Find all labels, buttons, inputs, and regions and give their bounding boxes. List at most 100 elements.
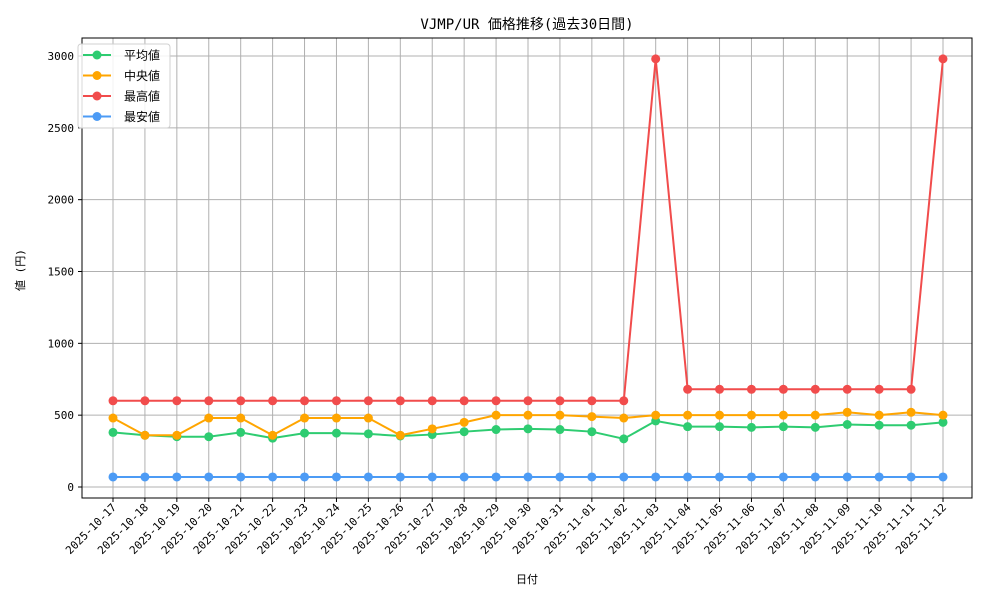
data-point xyxy=(172,430,182,440)
data-point xyxy=(363,472,373,482)
y-tick-label: 0 xyxy=(67,481,74,494)
y-tick-label: 3000 xyxy=(48,50,75,63)
data-point xyxy=(204,432,214,442)
data-point xyxy=(906,420,916,430)
data-point xyxy=(906,472,916,482)
data-point xyxy=(715,472,725,482)
data-point xyxy=(427,396,437,406)
data-point xyxy=(555,410,565,420)
data-point xyxy=(683,410,693,420)
data-point xyxy=(268,430,278,440)
legend-marker-icon xyxy=(92,71,102,80)
x-axis-label: 日付 xyxy=(516,573,538,586)
data-point xyxy=(651,54,661,64)
legend-label: 中央値 xyxy=(124,68,160,83)
data-point xyxy=(300,396,310,406)
data-point xyxy=(236,427,246,437)
data-point xyxy=(906,384,916,394)
data-point xyxy=(619,434,629,444)
data-point xyxy=(619,472,629,482)
y-tick-label: 500 xyxy=(54,409,74,422)
legend-item: 最安値 xyxy=(83,109,160,124)
series-1 xyxy=(108,407,948,440)
data-point xyxy=(715,410,725,420)
series-3 xyxy=(108,472,948,482)
data-point xyxy=(363,396,373,406)
data-point xyxy=(268,396,278,406)
data-point xyxy=(523,410,533,420)
data-point xyxy=(108,396,118,406)
data-point xyxy=(395,472,405,482)
data-point xyxy=(459,427,469,437)
data-point xyxy=(683,472,693,482)
y-tick-label: 1000 xyxy=(48,337,75,350)
data-point xyxy=(140,430,150,440)
data-point xyxy=(331,472,341,482)
legend-label: 最高値 xyxy=(124,89,160,104)
data-point xyxy=(938,54,948,64)
data-point xyxy=(268,472,278,482)
data-point xyxy=(683,384,693,394)
data-point xyxy=(778,422,788,432)
data-point xyxy=(204,472,214,482)
data-point xyxy=(842,420,852,430)
data-point xyxy=(683,422,693,432)
data-point xyxy=(651,410,661,420)
data-point xyxy=(491,425,501,435)
data-point xyxy=(204,396,214,406)
data-point xyxy=(906,407,916,417)
data-point xyxy=(842,384,852,394)
y-tick-label: 2500 xyxy=(48,122,75,135)
data-point xyxy=(108,413,118,423)
y-axis-ticks: 0 500 1000 1500 2000 2500 3000 xyxy=(48,50,82,494)
data-point xyxy=(810,384,820,394)
data-point xyxy=(555,472,565,482)
data-point xyxy=(746,384,756,394)
data-point xyxy=(331,428,341,438)
data-point xyxy=(395,396,405,406)
series-2 xyxy=(108,54,948,406)
data-point xyxy=(523,424,533,434)
data-point xyxy=(108,427,118,437)
legend-label: 平均値 xyxy=(124,48,160,63)
data-point xyxy=(523,472,533,482)
data-point xyxy=(427,472,437,482)
data-point xyxy=(427,424,437,434)
data-point xyxy=(746,472,756,482)
data-point xyxy=(874,472,884,482)
legend-item: 平均値 xyxy=(83,48,160,63)
data-point xyxy=(555,425,565,435)
data-point xyxy=(778,472,788,482)
data-point xyxy=(363,413,373,423)
data-point xyxy=(938,417,948,427)
data-point xyxy=(587,396,597,406)
data-point xyxy=(810,422,820,432)
data-point xyxy=(459,472,469,482)
data-point xyxy=(587,427,597,437)
data-point xyxy=(842,472,852,482)
data-point xyxy=(715,384,725,394)
data-point xyxy=(810,410,820,420)
data-point xyxy=(395,430,405,440)
data-point xyxy=(172,396,182,406)
data-point xyxy=(300,413,310,423)
data-point xyxy=(778,384,788,394)
data-point xyxy=(587,472,597,482)
data-point xyxy=(555,396,565,406)
legend-label: 最安値 xyxy=(124,109,160,124)
data-point xyxy=(874,410,884,420)
data-point xyxy=(459,396,469,406)
data-point xyxy=(938,410,948,420)
data-point xyxy=(651,472,661,482)
data-point xyxy=(778,410,788,420)
legend-item: 中央値 xyxy=(83,68,160,83)
data-point xyxy=(363,429,373,439)
y-tick-label: 1500 xyxy=(48,266,75,279)
data-point xyxy=(938,472,948,482)
data-point xyxy=(331,396,341,406)
data-point xyxy=(108,472,118,482)
y-axis-label: 値 (円) xyxy=(14,249,27,291)
data-point xyxy=(810,472,820,482)
